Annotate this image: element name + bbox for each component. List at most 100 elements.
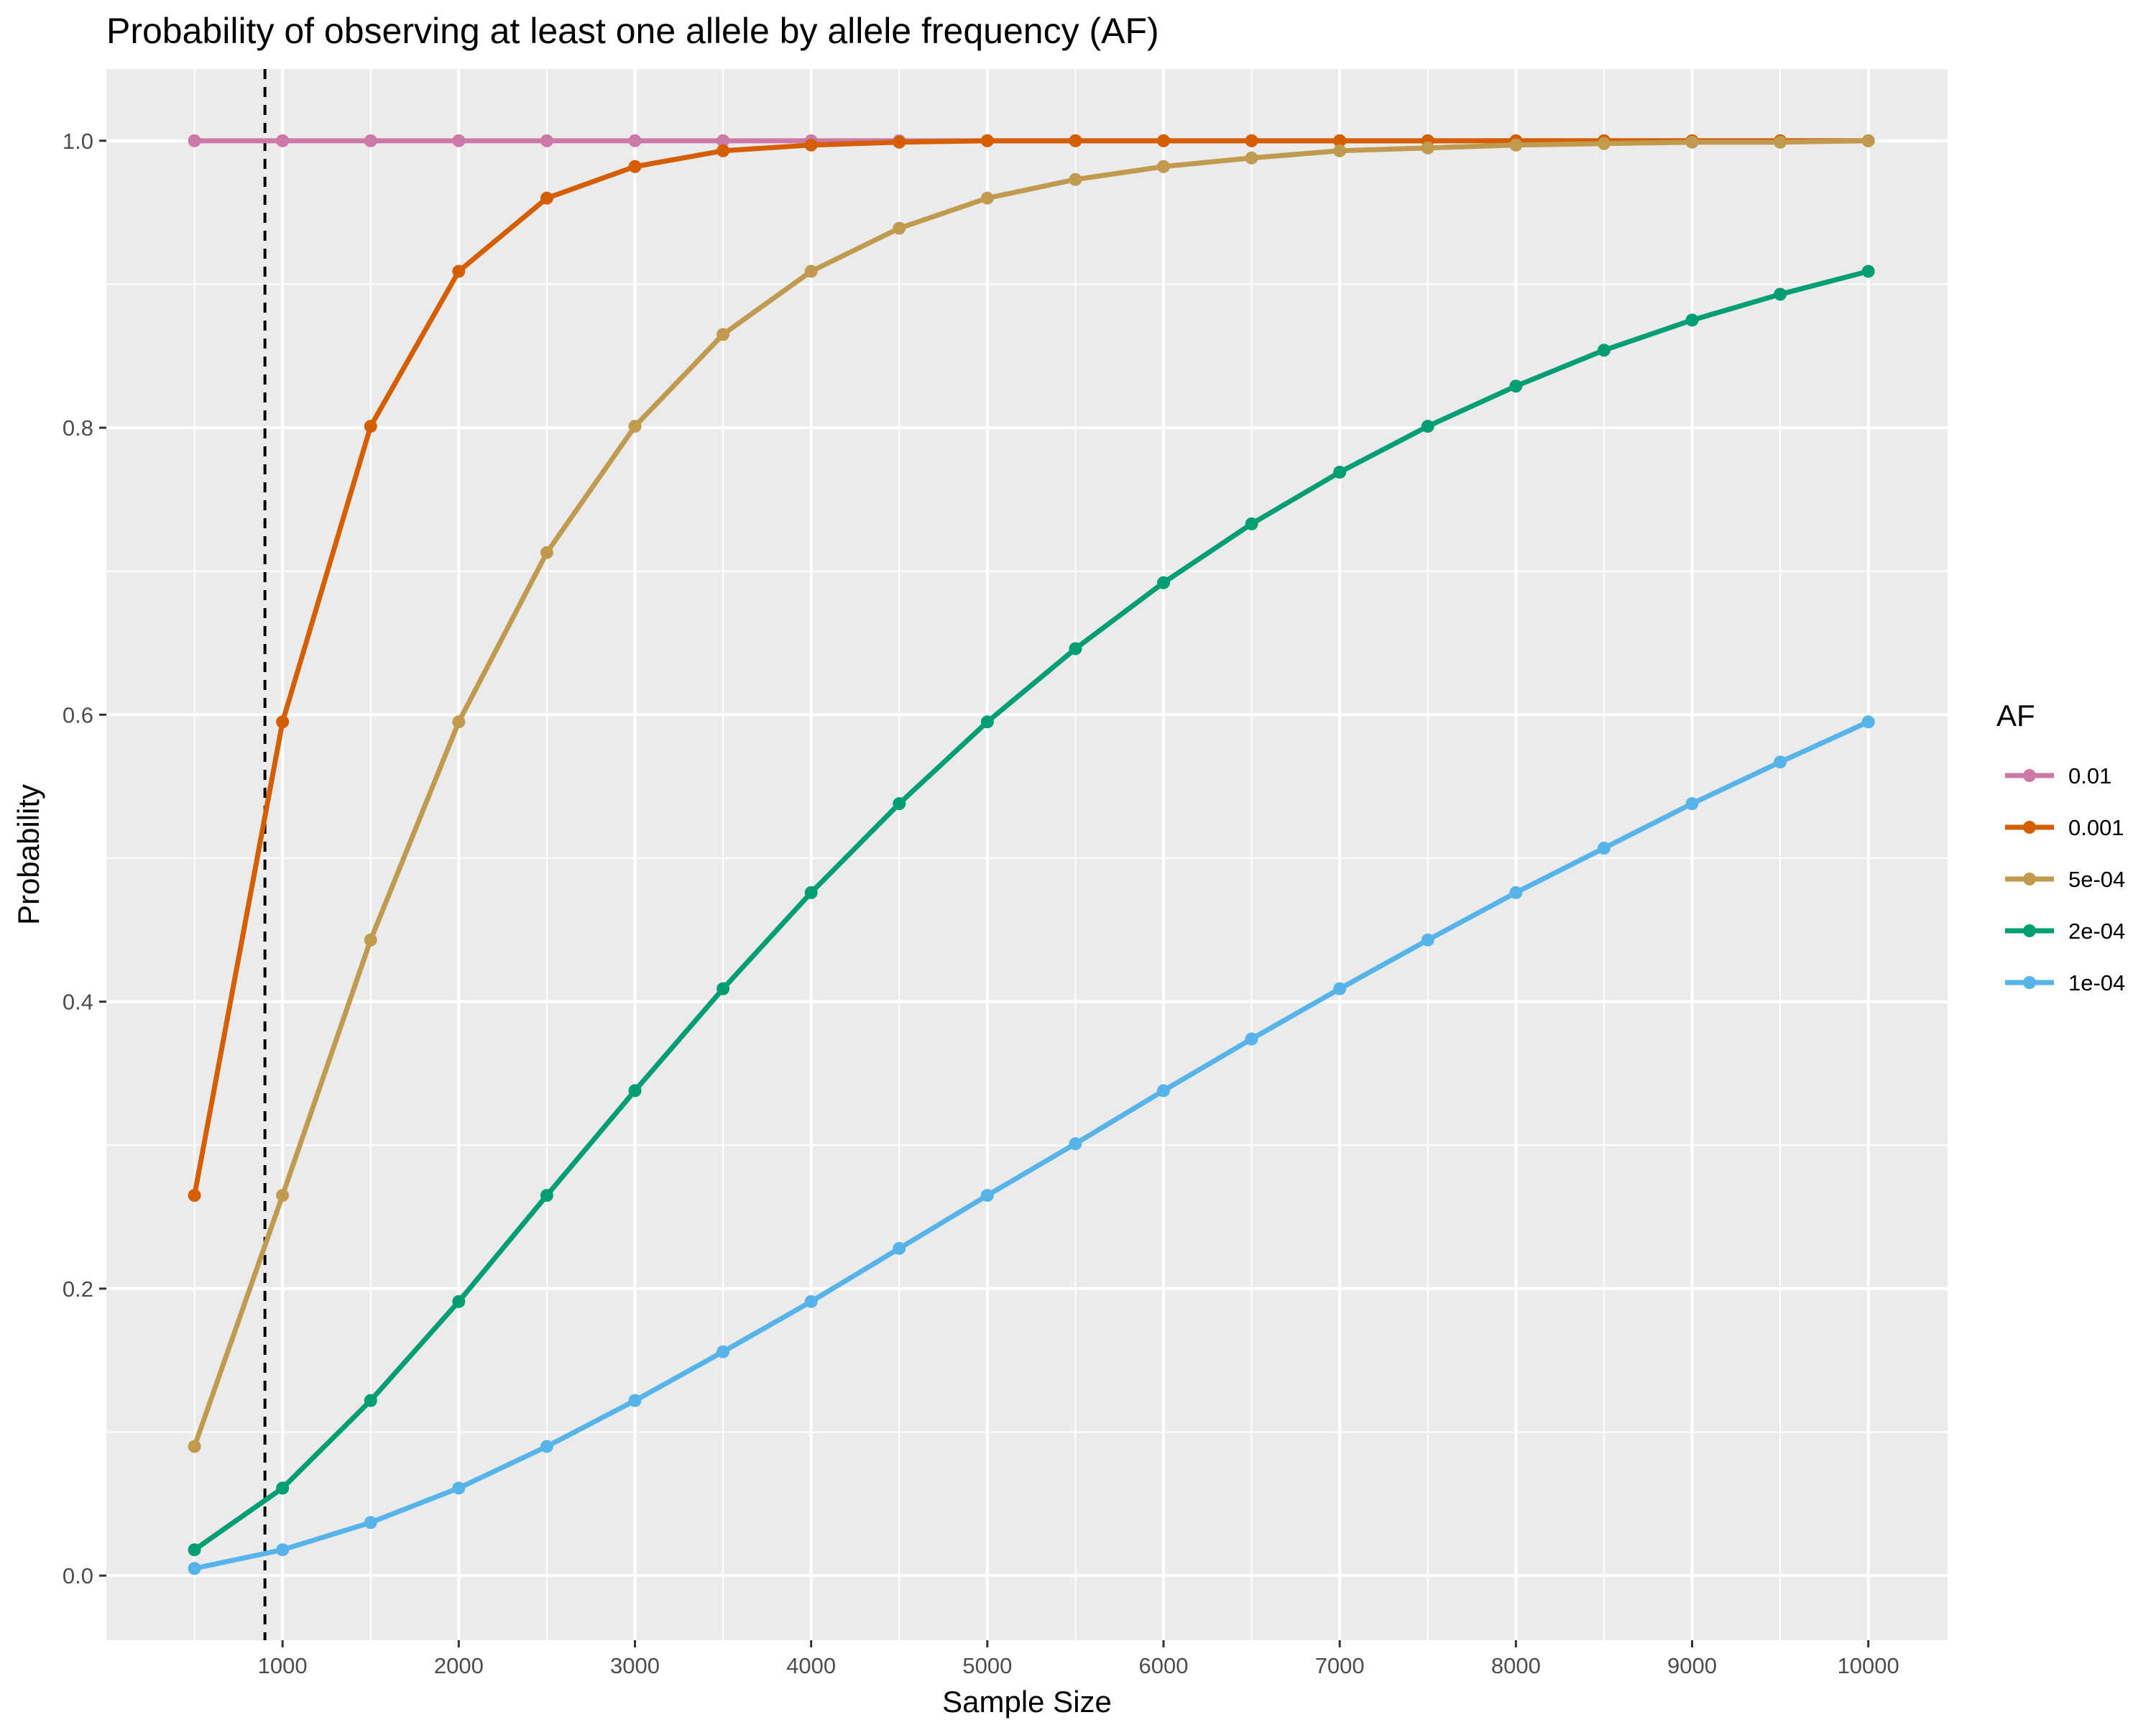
data-point: [1333, 465, 1347, 479]
legend-title: AF: [1996, 699, 2035, 732]
data-point: [628, 1394, 642, 1407]
legend: AF 0.01 0.001 5e-04 2e-04 1e-04: [1996, 699, 2136, 1006]
x-tick-label: 4000: [786, 1653, 836, 1678]
data-point: [364, 1394, 377, 1407]
series-line: [192, 138, 1871, 1449]
data-point: [1069, 134, 1082, 147]
x-tick-label: 6000: [1139, 1653, 1189, 1678]
data-point: [893, 221, 906, 235]
legend-item: 0.01: [2005, 763, 2111, 788]
data-point: [1597, 137, 1611, 150]
data-point: [1333, 982, 1347, 995]
data-point: [1774, 288, 1787, 301]
series-2e-04: [188, 264, 1875, 1557]
x-tick-label: 7000: [1315, 1653, 1365, 1678]
data-point: [628, 1084, 642, 1098]
legend-label: 2e-04: [2068, 919, 2125, 944]
data-point: [188, 1562, 201, 1576]
data-point: [1245, 1032, 1258, 1046]
data-point: [1421, 933, 1434, 947]
legend-item: 2e-04: [2005, 919, 2125, 944]
data-point: [1509, 380, 1523, 393]
data-point: [1245, 134, 1258, 147]
data-point: [1333, 144, 1347, 157]
axes: 0.0 0.2 0.4 0.6 0.8 1.0 1000 2000 3000 4000 5000 60…: [63, 129, 1899, 1678]
y-tick-label: 0.2: [63, 1276, 93, 1302]
data-point: [364, 420, 377, 433]
data-point: [1157, 1084, 1171, 1098]
legend-key-point: [2023, 976, 2036, 989]
data-point: [1157, 160, 1171, 173]
data-point: [364, 134, 377, 147]
data-point: [188, 1440, 201, 1453]
data-point: [276, 715, 290, 729]
data-point: [717, 328, 730, 341]
data-point: [717, 134, 730, 147]
data-point: [276, 1543, 290, 1557]
y-tick-label: 0.8: [63, 415, 93, 441]
data-point: [893, 1241, 906, 1255]
y-tick-label: 1.0: [63, 129, 93, 154]
data-point: [188, 1189, 201, 1202]
legend-label: 5e-04: [2068, 867, 2125, 892]
data-point: [893, 135, 906, 149]
x-tick-label: 2000: [434, 1653, 484, 1678]
data-point: [1509, 138, 1523, 152]
data-point: [452, 1481, 466, 1495]
data-point: [980, 134, 994, 147]
x-tick-label: 5000: [962, 1653, 1012, 1678]
data-point: [804, 264, 818, 278]
data-point: [1597, 842, 1611, 855]
x-tick-label: 3000: [610, 1653, 660, 1678]
data-point: [980, 191, 994, 205]
data-point: [628, 160, 642, 173]
legend-label: 1e-04: [2068, 970, 2125, 995]
plot-panel: [106, 69, 1948, 1640]
data-point: [1774, 135, 1787, 149]
data-point: [628, 420, 642, 433]
legend-key-point: [2023, 821, 2036, 834]
data-point: [717, 982, 730, 995]
series-line: [192, 138, 1871, 1198]
data-point: [1685, 135, 1699, 149]
x-axis-title: Sample Size: [942, 1685, 1112, 1719]
data-point: [540, 191, 553, 205]
data-point: [540, 546, 553, 559]
data-point: [1774, 755, 1787, 769]
y-tick-label: 0.4: [63, 990, 93, 1015]
data-point: [980, 1189, 994, 1202]
data-point: [452, 715, 466, 729]
legend-item: 5e-04: [2005, 867, 2125, 892]
data-point: [540, 1440, 553, 1453]
legend-label: 0.01: [2068, 763, 2111, 788]
y-axis-title: Probability: [11, 784, 45, 925]
data-point: [540, 134, 553, 147]
data-point: [1861, 264, 1875, 278]
data-point: [1157, 576, 1171, 589]
data-point: [1069, 1137, 1082, 1151]
data-point: [1245, 151, 1258, 165]
legend-item: 0.001: [2005, 815, 2124, 840]
series-line: [192, 268, 1871, 1552]
data-point: [1597, 344, 1611, 357]
chart-title: Probability of observing at least one al…: [106, 11, 1159, 51]
legend-key-point: [2023, 873, 2036, 886]
x-tick-label: 1000: [258, 1653, 308, 1678]
data-point: [1685, 313, 1699, 327]
series-line: [192, 719, 1871, 1571]
legend-label: 0.001: [2068, 815, 2124, 840]
series-1e-04: [188, 715, 1875, 1576]
data-point: [1861, 715, 1875, 729]
data-point: [188, 1543, 201, 1557]
y-tick-label: 0.6: [63, 702, 93, 727]
data-point: [804, 138, 818, 152]
series-5e-04: [188, 134, 1875, 1453]
data-point: [980, 715, 994, 729]
data-point: [540, 1189, 553, 1202]
data-point: [1245, 517, 1258, 530]
data-point: [452, 1294, 466, 1308]
y-tick-label: 0.0: [63, 1563, 93, 1588]
data-point: [452, 134, 466, 147]
data-point: [1685, 797, 1699, 811]
